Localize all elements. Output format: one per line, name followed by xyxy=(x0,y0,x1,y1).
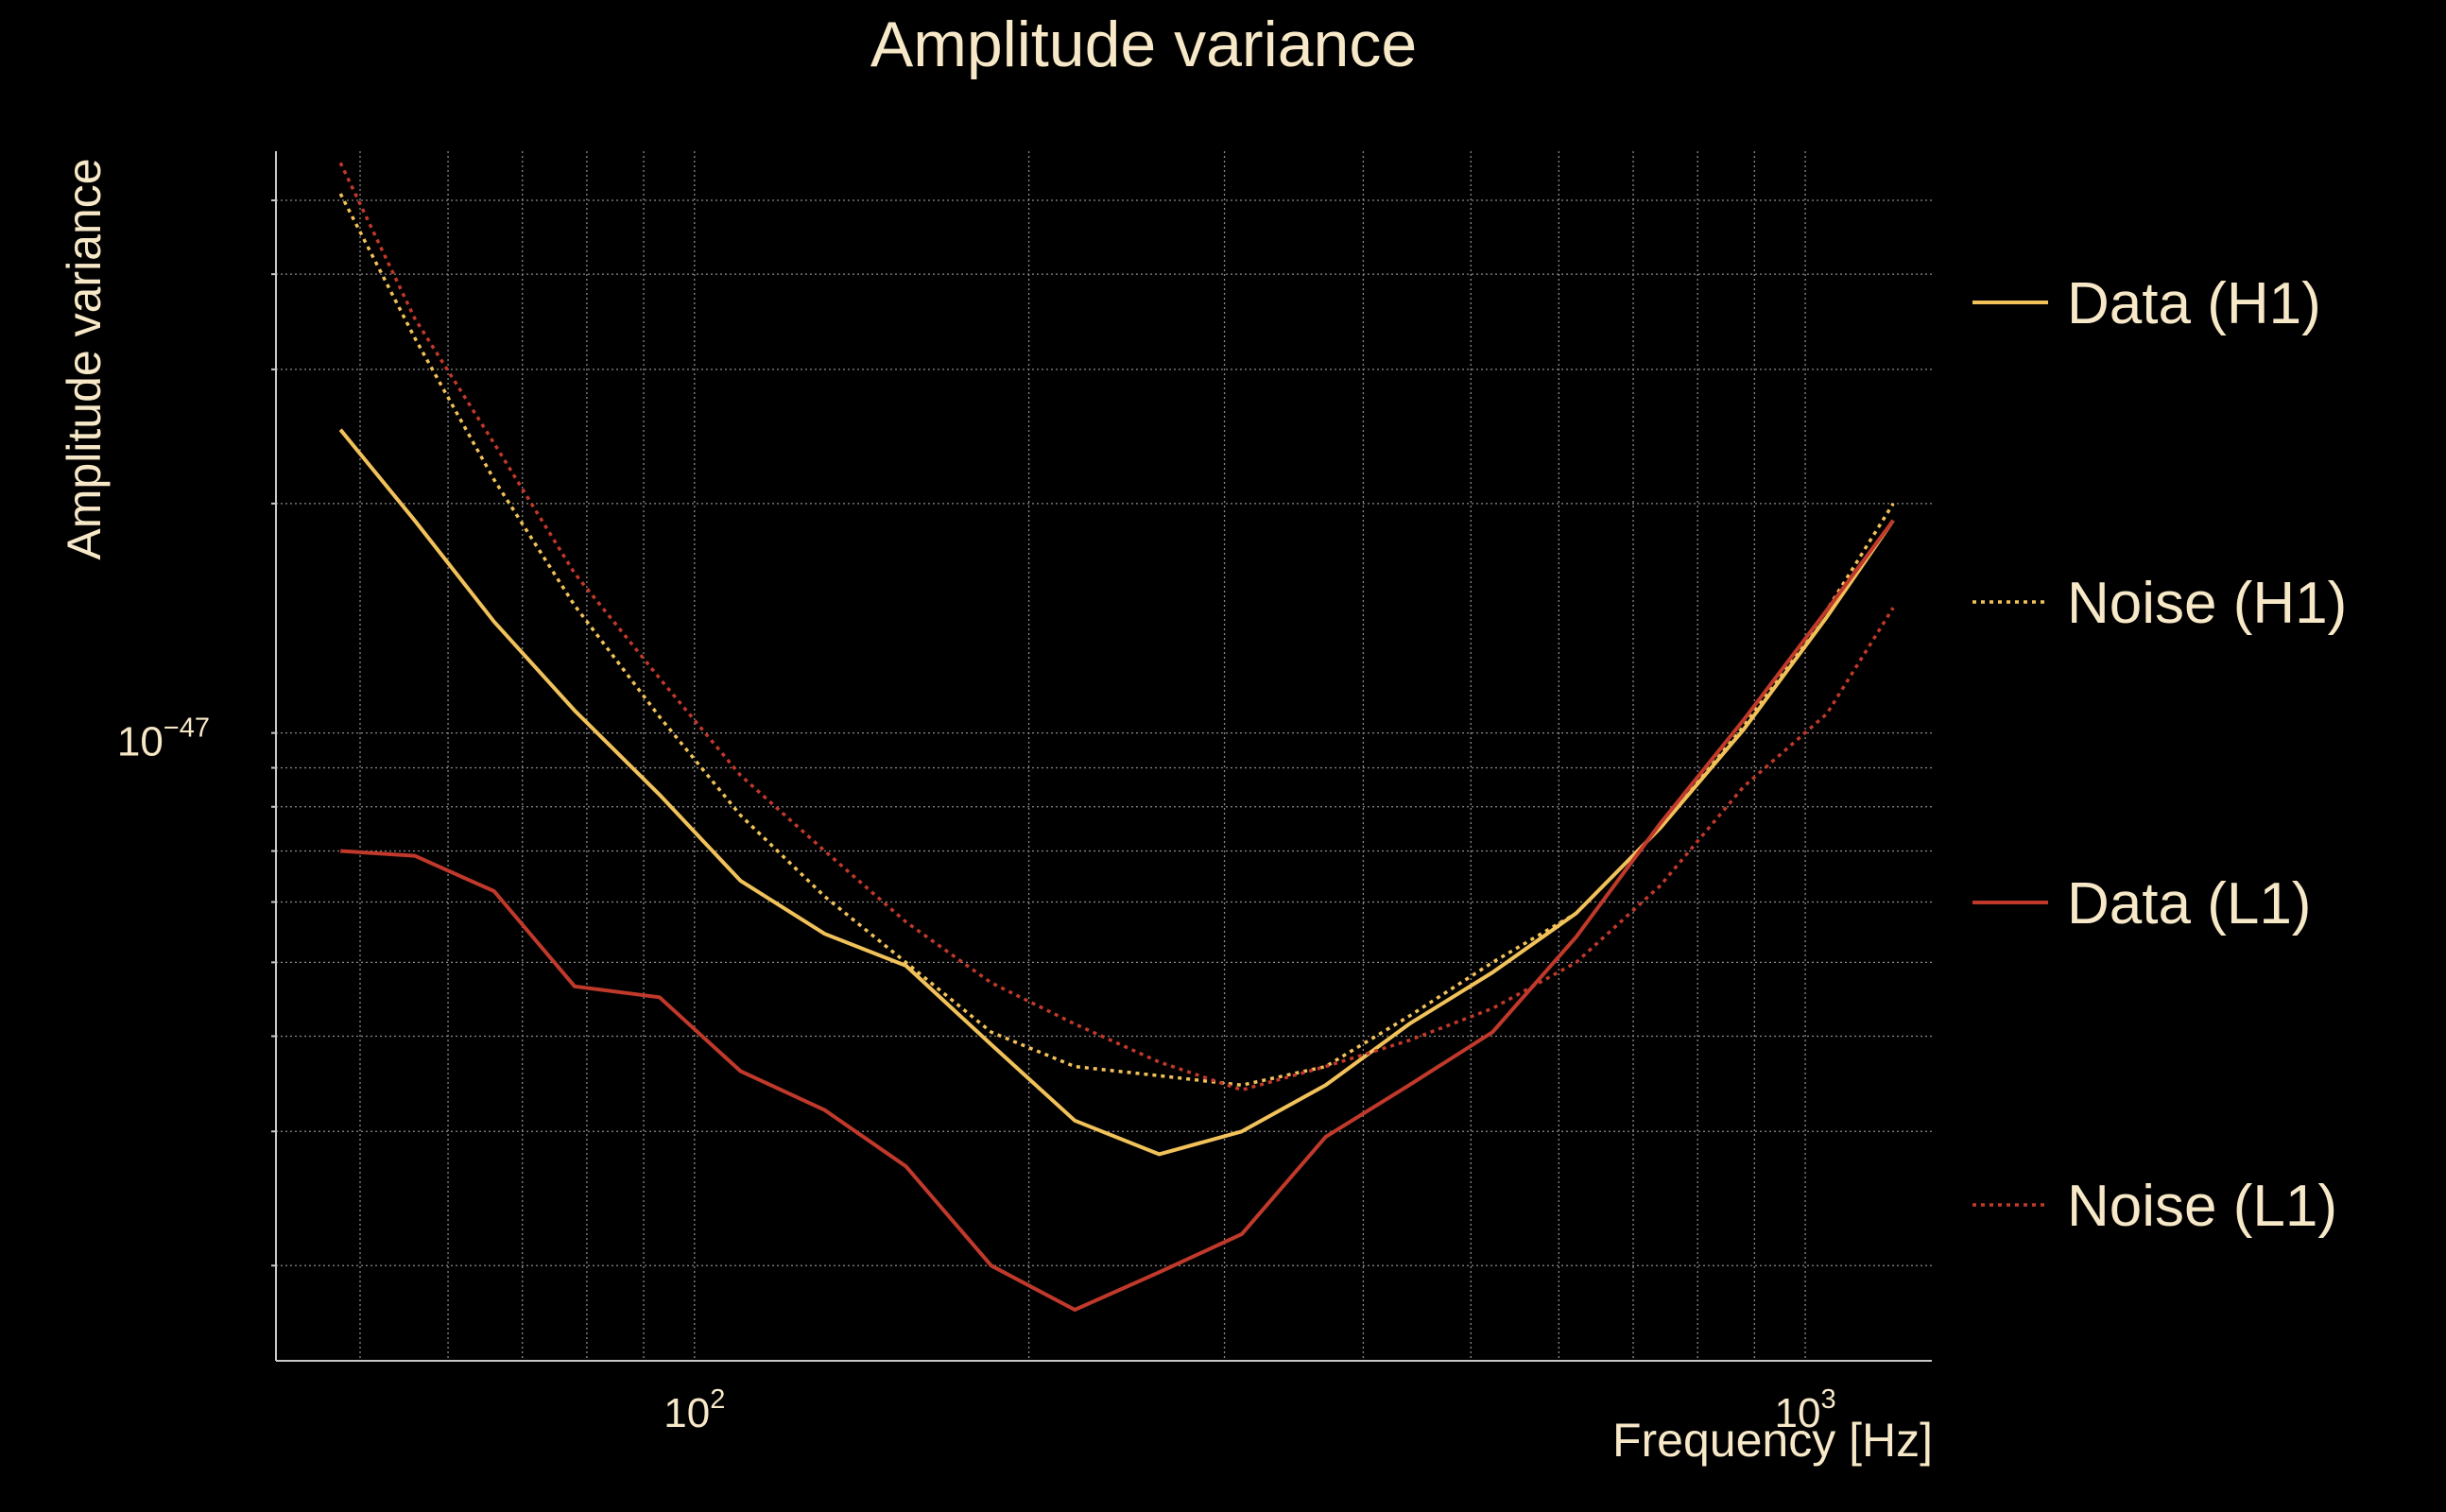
x-axis-label: Frequency [Hz] xyxy=(1612,1414,1933,1467)
series-line-data-l1 xyxy=(340,519,1895,1312)
legend-label: Data (L1) xyxy=(2067,871,2311,936)
x-tick-label: 102 xyxy=(663,1384,725,1436)
y-tick-label: 10−47 xyxy=(117,713,210,765)
chart-title: Amplitude variance xyxy=(870,9,1417,80)
legend-label: Noise (H1) xyxy=(2067,571,2347,636)
x-tick-label: 103 xyxy=(1775,1384,1836,1436)
y-axis-label: Amplitude variance xyxy=(58,158,111,559)
legend-label: Noise (L1) xyxy=(2067,1174,2337,1239)
plot-axes xyxy=(275,151,1932,1362)
x-gridlines xyxy=(359,151,1806,1361)
data-series xyxy=(338,162,1895,1312)
x-tick-labels: 102 103 xyxy=(663,1384,1835,1436)
legend-label: Data (H1) xyxy=(2067,271,2321,336)
series-line-noise-l1 xyxy=(338,162,1895,1092)
y-tick-labels: 10−47 xyxy=(117,713,210,765)
legend: Data (H1) Noise (H1) Data (L1) Noise (L1) xyxy=(1972,271,2347,1239)
